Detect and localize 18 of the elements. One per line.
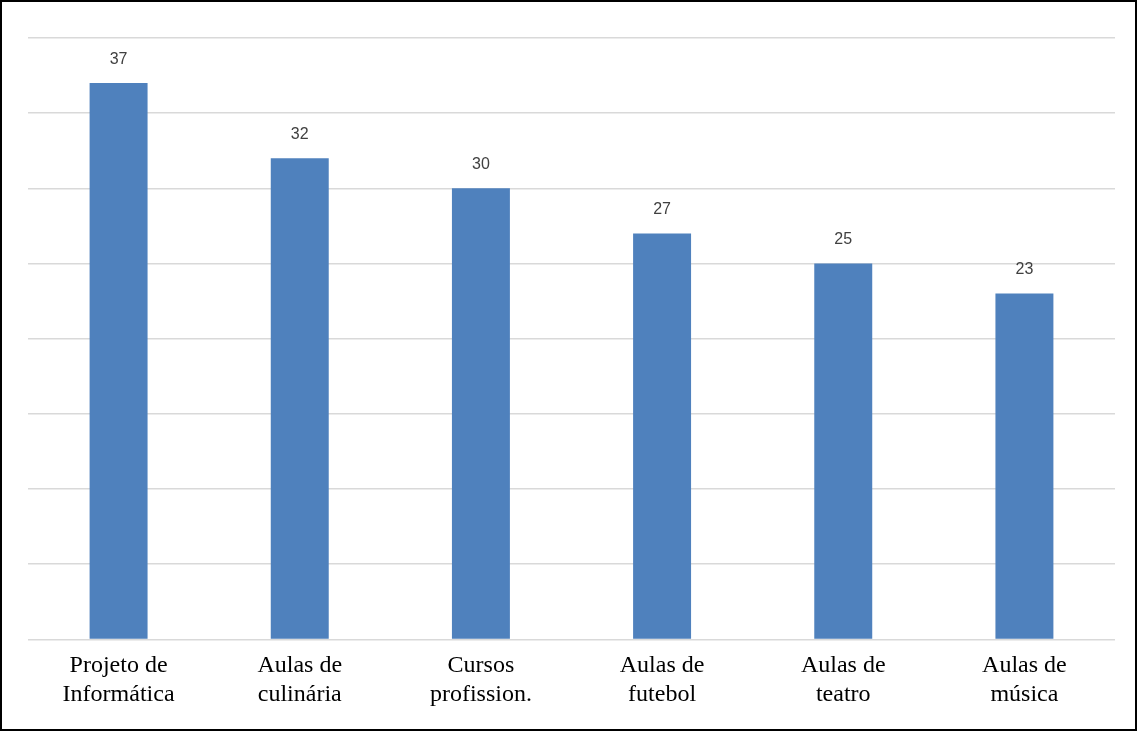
data-label: 30 <box>472 154 490 172</box>
data-label: 32 <box>290 124 309 142</box>
x-tick-label: Aulas de culinária <box>257 651 343 706</box>
bar <box>814 263 873 639</box>
x-tick-label: Aulas de teatro <box>800 651 886 706</box>
bar <box>633 233 692 639</box>
bar <box>451 188 510 639</box>
bar <box>89 83 148 639</box>
x-tick-label: Aulas de música <box>982 651 1067 706</box>
x-tick-label: Cursos profission. <box>429 651 532 706</box>
data-label: 27 <box>653 199 672 217</box>
data-label: 25 <box>834 229 853 247</box>
x-tick-label: Projeto de Informática <box>62 651 175 706</box>
x-tick-label: Aulas de futebol <box>619 651 705 706</box>
data-label: 37 <box>109 49 128 67</box>
data-label: 23 <box>1015 260 1034 277</box>
bar <box>995 293 1054 639</box>
bar <box>270 158 329 639</box>
